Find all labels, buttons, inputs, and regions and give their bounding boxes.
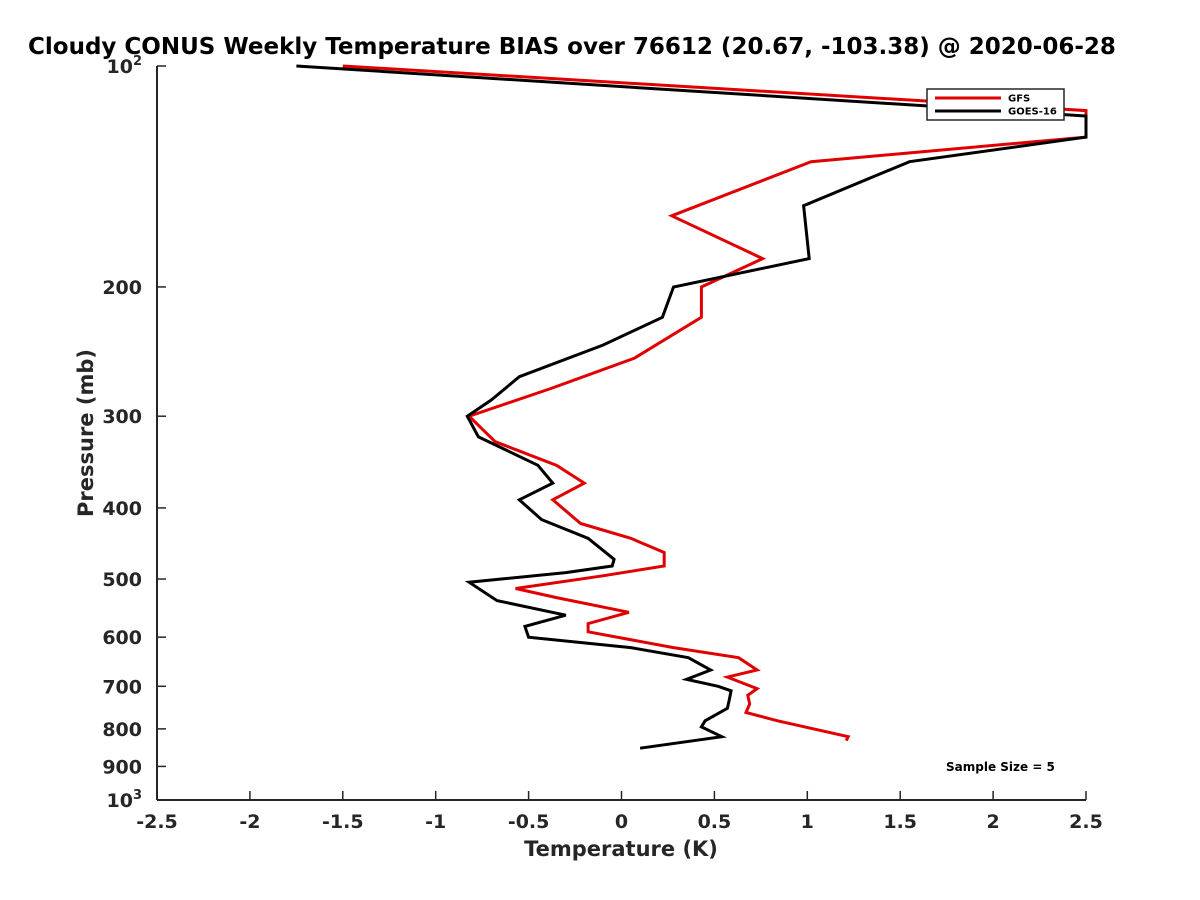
y-tick-label: 300: [102, 406, 142, 428]
legend-label: GFS: [1008, 94, 1030, 105]
x-ticks: -2.5 -2 -1.5 -1 -0.5 0 0.5 1 1.5 2 2.5: [136, 791, 1103, 833]
sample-size-annotation: Sample Size = 5: [946, 760, 1055, 774]
x-tick-label: -2: [239, 811, 260, 833]
x-tick-label: 2: [986, 811, 999, 833]
x-tick-label: 2.5: [1069, 811, 1103, 833]
x-tick-label: 0.5: [698, 811, 732, 833]
y-tick-label: 200: [102, 277, 142, 299]
plot-area: -2.5 -2 -1.5 -1 -0.5 0 0.5 1 1.5 2 2.5 10220030040…: [102, 54, 1103, 833]
x-tick-label: 1: [801, 811, 814, 833]
y-tick-label: 400: [102, 498, 142, 520]
y-tick-exponent: 3: [133, 788, 142, 803]
chart-title: Cloudy CONUS Weekly Temperature BIAS ove…: [28, 34, 1116, 60]
x-tick-label: -1: [425, 811, 446, 833]
y-tick-label: 102: [107, 54, 143, 78]
x-tick-label: 1.5: [883, 811, 917, 833]
series-line-goes-16: [296, 64, 1088, 750]
x-tick-label: -2.5: [136, 811, 178, 833]
y-tick-label: 600: [102, 627, 142, 649]
y-tick-label: 700: [102, 676, 142, 698]
y-tick-label: 800: [102, 719, 142, 741]
y-tick-label: 500: [102, 569, 142, 591]
legend-label: GOES-16: [1008, 107, 1057, 118]
x-tick-label: -0.5: [508, 811, 550, 833]
legend-entries: GFS GOES-16: [935, 94, 1057, 118]
y-tick-label: 900: [102, 756, 142, 778]
x-tick-label: -1.5: [322, 811, 364, 833]
y-axis-label: Pressure (mb): [74, 349, 98, 517]
y-tick-base: 10: [107, 56, 133, 78]
series-line-gfs: [342, 64, 1088, 742]
x-axis-label: Temperature (K): [524, 837, 718, 861]
legend-box: [926, 88, 1065, 121]
legend: GFS GOES-16: [926, 88, 1065, 121]
x-tick-label: 0: [615, 811, 628, 833]
series-layer: [296, 64, 1088, 750]
y-tick-base: 10: [107, 790, 133, 812]
y-tick-label: 103: [107, 788, 143, 812]
y-tick-exponent: 2: [133, 54, 142, 69]
